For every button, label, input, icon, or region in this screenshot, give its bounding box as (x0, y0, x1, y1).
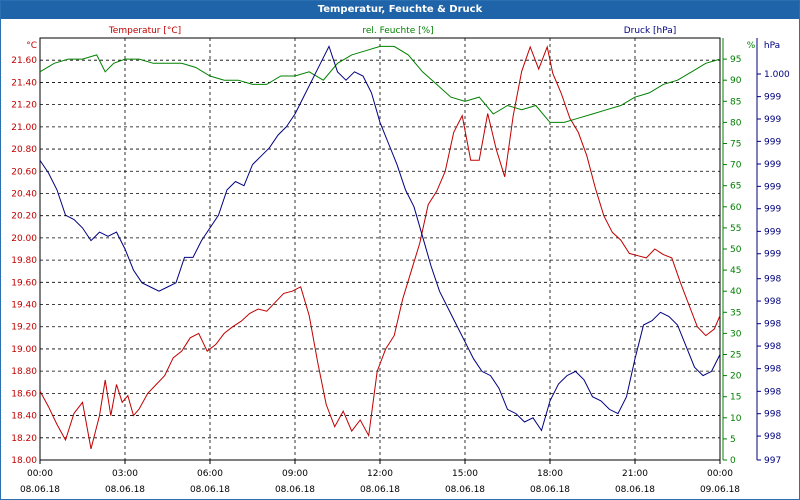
temp-tick-label: 20.80 (11, 145, 37, 155)
pressure-unit: hPa (764, 41, 780, 51)
pressure-tick-label: 998 (764, 365, 781, 375)
temp-tick-label: 19.60 (11, 278, 37, 288)
pressure-tick-label: 997 (764, 456, 781, 466)
pressure-tick-label: 999 (764, 137, 781, 147)
temp-tick-label: 18.00 (11, 456, 37, 466)
humidity-tick-label: 20 (730, 372, 742, 382)
x-tick-date: 08.06.18 (360, 485, 400, 495)
pressure-tick-label: 999 (764, 160, 781, 170)
x-tick-time: 15:00 (452, 469, 478, 479)
pressure-tick-label: 998 (764, 320, 781, 330)
x-tick-time: 09:00 (282, 469, 308, 479)
humidity-tick-label: 0 (730, 456, 736, 466)
temp-tick-label: 18.40 (11, 412, 37, 422)
temp-unit: °C (26, 41, 37, 51)
temp-tick-label: 20.00 (11, 234, 37, 244)
window-title: Temperatur, Feuchte & Druck (1, 1, 799, 19)
temp-tick-label: 20.40 (11, 189, 37, 199)
humidity-tick-label: 10 (730, 414, 742, 424)
humidity-tick-label: 50 (730, 245, 742, 255)
pressure-tick-label: 999 (764, 250, 781, 260)
humidity-tick-label: 75 (730, 140, 741, 150)
humidity-tick-label: 35 (730, 308, 741, 318)
pressure-tick-label: 998 (764, 297, 781, 307)
x-tick-time: 18:00 (537, 469, 563, 479)
pressure-tick-label: 999 (764, 115, 781, 125)
temp-tick-label: 20.20 (11, 212, 37, 222)
humidity-tick-label: 95 (730, 55, 741, 65)
pressure-tick-label: 998 (764, 342, 781, 352)
temp-tick-label: 19.00 (11, 345, 37, 355)
humidity-tick-label: 60 (730, 203, 742, 213)
series-line-humidity (39, 45, 721, 123)
pressure-tick-label: 999 (764, 93, 781, 103)
pressure-tick-label: 1.000 (764, 70, 790, 80)
humidity-tick-label: 15 (730, 393, 741, 403)
x-tick-time: 12:00 (367, 469, 393, 479)
humidity-tick-label: 90 (730, 76, 742, 86)
series-line-pressure (39, 45, 721, 432)
x-tick-date: 09.06.18 (700, 485, 740, 495)
pressure-tick-label: 998 (764, 410, 781, 420)
temp-tick-label: 21.40 (11, 78, 37, 88)
humidity-tick-label: 30 (730, 329, 742, 339)
pressure-series-label: Druck [hPa] (624, 26, 677, 36)
x-tick-date: 08.06.18 (105, 485, 145, 495)
humidity-tick-label: 65 (730, 182, 741, 192)
humidity-unit: % (747, 41, 756, 51)
temp-tick-label: 21.60 (11, 56, 37, 66)
pressure-tick-label: 999 (764, 227, 781, 237)
temp-tick-label: 20.60 (11, 167, 37, 177)
x-tick-time: 21:00 (622, 469, 648, 479)
humidity-tick-label: 70 (730, 161, 742, 171)
humidity-tick-label: 40 (730, 287, 742, 297)
humidity-series-label: rel. Feuchte [%] (362, 26, 433, 36)
x-tick-date: 08.06.18 (275, 485, 315, 495)
temp-tick-label: 19.80 (11, 256, 37, 266)
temp-tick-label: 21.20 (11, 101, 37, 111)
temp-tick-label: 19.40 (11, 301, 37, 311)
x-tick-date: 08.06.18 (445, 485, 485, 495)
temp-tick-label: 18.60 (11, 389, 37, 399)
humidity-tick-label: 5 (730, 435, 736, 445)
humidity-tick-label: 55 (730, 224, 741, 234)
x-tick-date: 08.06.18 (530, 485, 570, 495)
pressure-tick-label: 999 (764, 205, 781, 215)
x-tick-time: 00:00 (707, 469, 733, 479)
series-line-temperature (39, 45, 721, 450)
x-tick-time: 00:00 (27, 469, 53, 479)
x-tick-time: 06:00 (197, 469, 223, 479)
temp-tick-label: 18.20 (11, 434, 37, 444)
temp-tick-label: 18.80 (11, 367, 37, 377)
pressure-tick-label: 999 (764, 182, 781, 192)
pressure-tick-label: 998 (764, 275, 781, 285)
humidity-tick-label: 45 (730, 266, 741, 276)
humidity-tick-label: 25 (730, 351, 741, 361)
humidity-tick-label: 80 (730, 118, 742, 128)
x-tick-date: 08.06.18 (20, 485, 60, 495)
temp-tick-label: 21.00 (11, 123, 37, 133)
pressure-tick-label: 998 (764, 432, 781, 442)
x-tick-date: 08.06.18 (615, 485, 655, 495)
x-tick-date: 08.06.18 (190, 485, 230, 495)
humidity-tick-label: 85 (730, 97, 741, 107)
temp-series-label: Temperatur [°C] (108, 26, 181, 36)
x-tick-time: 03:00 (112, 469, 138, 479)
pressure-tick-label: 998 (764, 387, 781, 397)
temp-tick-label: 19.20 (11, 323, 37, 333)
